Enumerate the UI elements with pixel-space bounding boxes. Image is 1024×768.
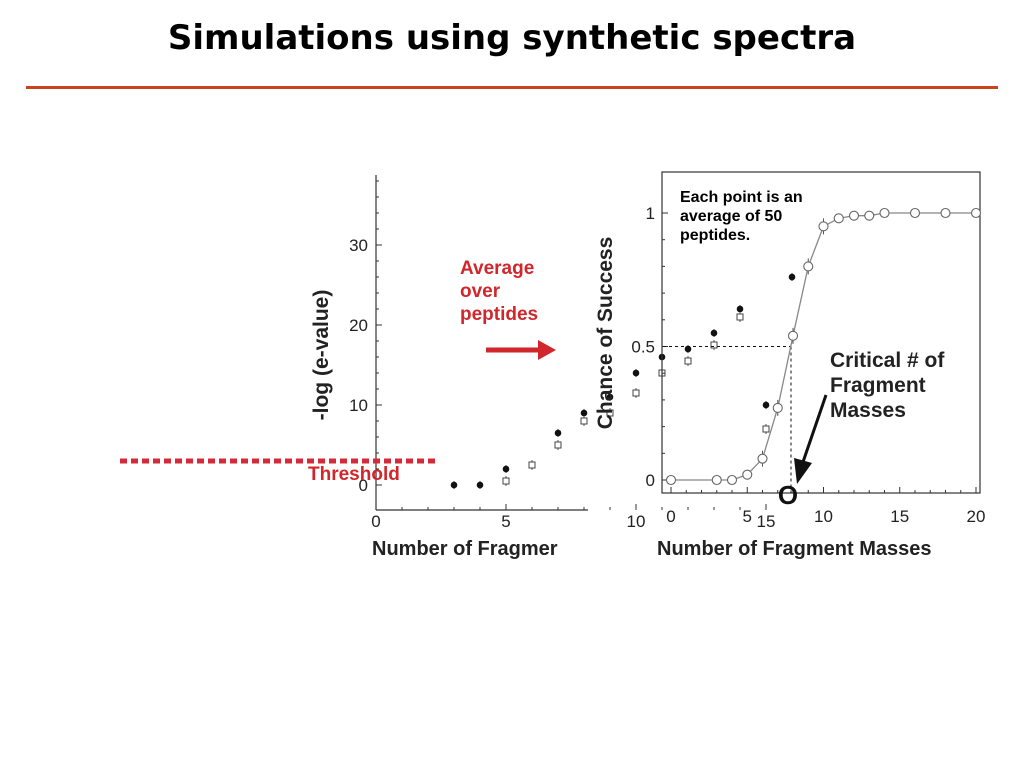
x-tick-label: 20: [967, 507, 986, 526]
annotation-overlay: [120, 340, 828, 484]
data-point-circle: [711, 474, 722, 486]
data-point-circle: [909, 207, 921, 219]
red-arrow-icon: [538, 340, 556, 360]
data-point-square: [528, 461, 536, 469]
critical-fragment-label: Critical # of Fragment Masses: [830, 349, 945, 423]
x-tick-label: 0: [371, 512, 380, 531]
x-tick-label: 10: [814, 507, 833, 526]
data-point-filled: [710, 329, 718, 337]
x-tick-label: 15: [890, 507, 909, 526]
y-tick-label: 0: [646, 471, 655, 490]
data-point-circle: [879, 207, 890, 219]
data-point-filled: [450, 481, 458, 489]
y-tick-label: 0: [359, 476, 368, 495]
data-point-circle: [940, 207, 951, 219]
y-tick-label: 1: [646, 204, 655, 223]
data-point-filled: [684, 345, 692, 353]
data-point-circle: [665, 474, 677, 486]
data-point-filled: [788, 273, 796, 281]
y-tick-label: 20: [349, 316, 368, 335]
series-line: [671, 212, 976, 481]
x-tick-label: 15: [757, 512, 776, 531]
data-point-circle: [742, 469, 753, 480]
data-point-circle: [864, 210, 875, 221]
each-point-note: Each point is an average of 50 peptides.: [680, 189, 803, 245]
data-point-square: [502, 477, 510, 485]
data-point-square: [632, 389, 640, 397]
data-point-square: [736, 313, 744, 321]
data-point-circle: [833, 213, 844, 224]
data-point-filled: [502, 465, 510, 473]
x-tick-label: 5: [743, 507, 752, 526]
critical-point-marker: O: [778, 480, 798, 510]
slide-title: Simulations using synthetic spectra: [167, 18, 857, 58]
data-point-square: [710, 341, 718, 349]
right-chart: 0 5 10 15 20 0 0.5 1 Number of Fragment Masses Ch…: [594, 171, 986, 560]
data-point-filled: [606, 393, 614, 401]
data-point-circle: [803, 261, 814, 272]
data-point-filled: [632, 369, 640, 377]
x-tick-label: 5: [501, 512, 510, 531]
x-tick-label: 10: [627, 512, 646, 531]
data-point-filled: [736, 305, 744, 313]
plot-frame: [661, 171, 981, 494]
y-axis-title: Chance of Success: [594, 237, 617, 430]
y-tick-label: 30: [349, 236, 368, 255]
threshold-label: Threshold: [308, 464, 400, 485]
data-point-filled: [762, 401, 770, 409]
data-point-square: [762, 425, 770, 433]
data-point-square: [606, 409, 614, 417]
y-tick-label: 10: [349, 396, 368, 415]
black-arrow-shaft: [801, 394, 828, 463]
x-tick-label: 0: [666, 507, 675, 526]
data-point-circle: [848, 210, 860, 221]
data-point-circle: [772, 402, 783, 413]
average-over-peptides-note: Average over peptides: [460, 258, 539, 325]
data-point-filled: [580, 409, 588, 417]
data-point-circle: [726, 474, 738, 486]
data-point-filled: [476, 481, 484, 489]
y-axis-title: -log (e-value): [310, 290, 333, 421]
title-divider: [26, 86, 998, 89]
data-point-circle: [787, 330, 799, 341]
data-point-circle: [757, 453, 768, 464]
y-tick-label: 0.5: [631, 338, 655, 357]
data-point-filled: [554, 429, 562, 437]
data-point-circle: [970, 207, 982, 219]
black-arrow-icon: [794, 458, 812, 484]
data-point-square: [684, 357, 692, 365]
x-axis-title: Number of Fragmer: [372, 538, 558, 560]
data-point-square: [554, 441, 562, 449]
data-point-circle: [818, 221, 829, 232]
x-axis-title: Number of Fragment Masses: [657, 538, 932, 560]
data-point-square: [580, 417, 588, 425]
